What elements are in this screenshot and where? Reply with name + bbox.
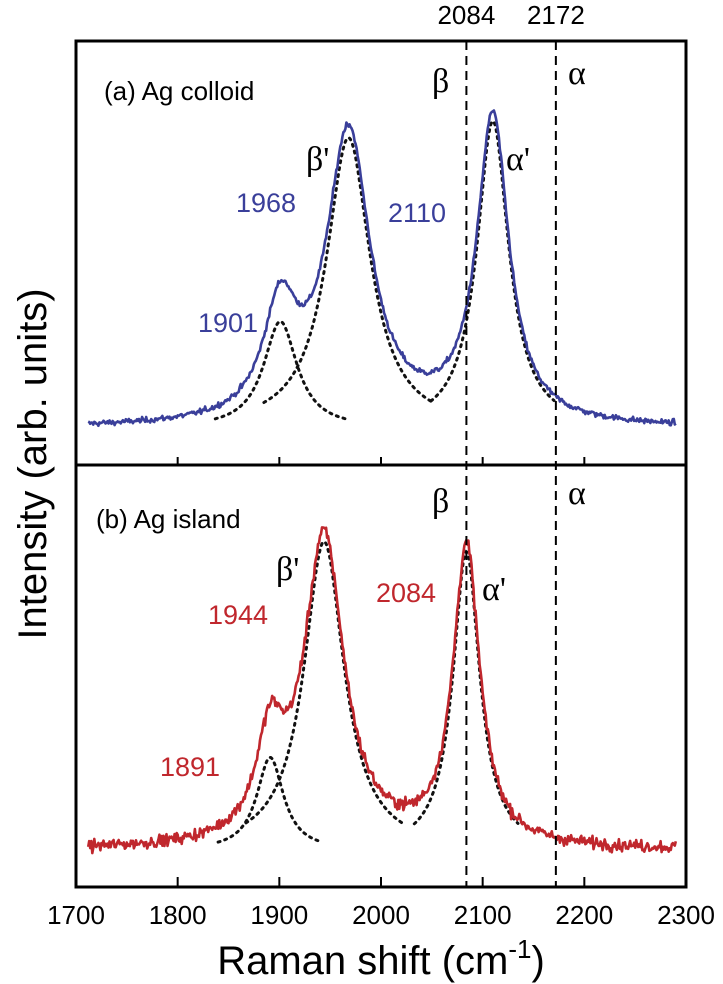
x-tick-label-2000: 2000 — [352, 900, 410, 930]
x-tick-label-1800: 1800 — [149, 900, 207, 930]
panel-a-alpha-prime-label: α' — [506, 141, 530, 178]
panel-a-peak-1901-label: 1901 — [198, 308, 258, 338]
fit-component-1968 — [262, 136, 435, 404]
x-tick-label-2300: 2300 — [657, 900, 715, 930]
ref-label-2084: 2084 — [437, 0, 495, 30]
x-tick-label-1900: 1900 — [250, 900, 308, 930]
x-axis-title-main: Raman shift (cm — [217, 939, 508, 983]
x-axis-ticks: 1700 1800 1900 2000 2100 2200 2300 — [47, 457, 715, 930]
panel-a-peak-2110-label: 2110 — [388, 198, 446, 228]
panel-a-beta-label: β — [432, 63, 449, 100]
spectrum-line-panel-b — [86, 526, 678, 855]
panel-b-beta-prime-label: β' — [276, 551, 299, 588]
fit-component-1901 — [213, 319, 347, 421]
panel-b-peak-1944-label: 1944 — [208, 600, 268, 630]
x-axis-title: Raman shift (cm-1) — [217, 934, 545, 983]
panel-a-plot — [87, 109, 677, 428]
x-tick-label-1700: 1700 — [47, 900, 105, 930]
ref-label-2172: 2172 — [527, 0, 585, 30]
fit-component-2110 — [429, 119, 556, 403]
panel-a-alpha-label: α — [568, 55, 586, 92]
panel-b-peak-1891-label: 1891 — [160, 752, 220, 782]
spectrum-line-panel-a — [87, 109, 677, 428]
panel-b-peak-2084-label: 2084 — [376, 578, 436, 608]
panel-b-alpha-label: α — [568, 475, 586, 512]
panel-a-beta-prime-label: β' — [306, 141, 329, 178]
panel-a: (a) Ag colloid β α β' α' 1968 2110 1901 — [87, 55, 677, 428]
panel-b-alpha-prime-label: α' — [482, 571, 506, 608]
panel-b-label: (b) Ag island — [96, 504, 241, 534]
panel-b-plot — [86, 526, 678, 855]
fit-component-1891 — [216, 755, 324, 844]
panel-a-label: (a) Ag colloid — [104, 76, 254, 106]
x-tick-label-2200: 2200 — [555, 900, 613, 930]
x-tick-label-2100: 2100 — [454, 900, 512, 930]
panel-b-beta-label: β — [432, 483, 449, 520]
panel-b: (b) Ag island β α β' α' 1944 2084 1891 — [86, 475, 678, 855]
x-axis-title-close: ) — [531, 939, 544, 983]
y-axis-title: Intensity (arb. units) — [11, 288, 55, 639]
panel-a-peak-1968-label: 1968 — [236, 188, 296, 218]
x-axis-title-sup: -1 — [508, 934, 531, 964]
